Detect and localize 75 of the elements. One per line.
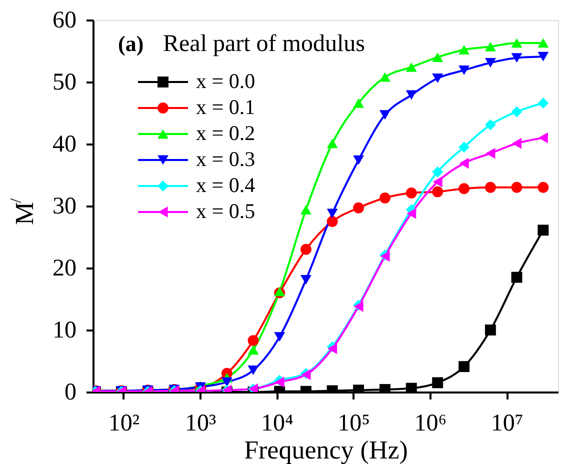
point [300, 275, 312, 285]
y-axis-title: M/ [8, 198, 39, 225]
point [511, 272, 522, 283]
point [406, 90, 417, 100]
legend-label: x = 0.3 [196, 147, 256, 171]
y-tick-label: 40 [52, 132, 76, 158]
point [511, 182, 522, 193]
point [512, 138, 522, 149]
point [326, 216, 338, 227]
legend-label: x = 0.0 [196, 69, 256, 93]
point [353, 202, 364, 214]
legend-label: x = 0.5 [196, 199, 256, 223]
point [432, 186, 444, 198]
point [432, 176, 442, 188]
point [248, 335, 259, 346]
point [486, 148, 496, 159]
point [484, 42, 496, 52]
point [353, 98, 364, 108]
legend-label: x = 0.4 [196, 173, 256, 197]
point [458, 65, 470, 75]
point [484, 324, 496, 336]
point [432, 52, 444, 62]
point [379, 192, 390, 204]
point [538, 132, 548, 144]
y-tick-label: 0 [64, 380, 76, 406]
point [326, 138, 338, 148]
y-tick-label: 10 [52, 318, 76, 344]
y-tick-label: 60 [52, 8, 76, 34]
point [248, 345, 259, 355]
point [458, 142, 470, 153]
point [406, 382, 417, 392]
point [538, 98, 549, 109]
point [484, 182, 496, 193]
annotation: Real part of modulus [163, 31, 365, 57]
point [511, 53, 522, 63]
point [458, 361, 470, 372]
x-tick-label: 10⁴ [261, 410, 294, 436]
y-tick-label: 20 [52, 256, 76, 282]
y-tick-label: 30 [52, 194, 76, 220]
point [300, 244, 312, 255]
point [274, 332, 286, 342]
point [538, 52, 549, 62]
point [538, 182, 549, 193]
x-tick-label: 10³ [184, 410, 216, 436]
point [379, 110, 390, 120]
point [379, 72, 390, 82]
legend-label: x = 0.1 [196, 95, 256, 119]
point [248, 366, 259, 376]
point [221, 377, 232, 387]
point [511, 38, 522, 48]
point [458, 183, 470, 194]
point [406, 208, 416, 219]
point [326, 208, 338, 218]
point [538, 38, 549, 48]
x-tick-label: 10⁷ [490, 410, 524, 436]
point [432, 166, 444, 178]
point [538, 224, 549, 236]
x-tick-label: 10⁶ [414, 410, 447, 436]
legend-label: x = 0.2 [196, 121, 256, 145]
annotation: (a) [118, 31, 144, 56]
y-tick-label: 50 [52, 70, 76, 96]
point [432, 377, 444, 388]
point [484, 119, 496, 130]
x-axis-title: Frequency (Hz) [244, 436, 408, 464]
point [432, 74, 444, 84]
x-tick-label: 10² [108, 410, 140, 436]
point [406, 188, 417, 198]
x-tick-label: 10⁵ [338, 410, 370, 436]
point [484, 58, 496, 68]
point [511, 106, 522, 118]
point [458, 45, 470, 55]
point [406, 62, 417, 72]
point [459, 158, 469, 169]
point [353, 155, 364, 165]
point [300, 204, 312, 214]
